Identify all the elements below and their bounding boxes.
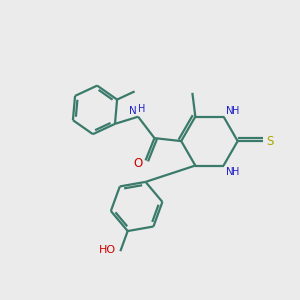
Text: N: N (129, 106, 136, 116)
Text: H: H (232, 167, 240, 177)
Text: H: H (138, 104, 146, 114)
Text: N: N (226, 167, 234, 177)
Text: O: O (134, 157, 143, 170)
Text: N: N (226, 106, 234, 116)
Text: H: H (232, 106, 240, 116)
Text: S: S (266, 135, 273, 148)
Text: HO: HO (99, 245, 116, 255)
